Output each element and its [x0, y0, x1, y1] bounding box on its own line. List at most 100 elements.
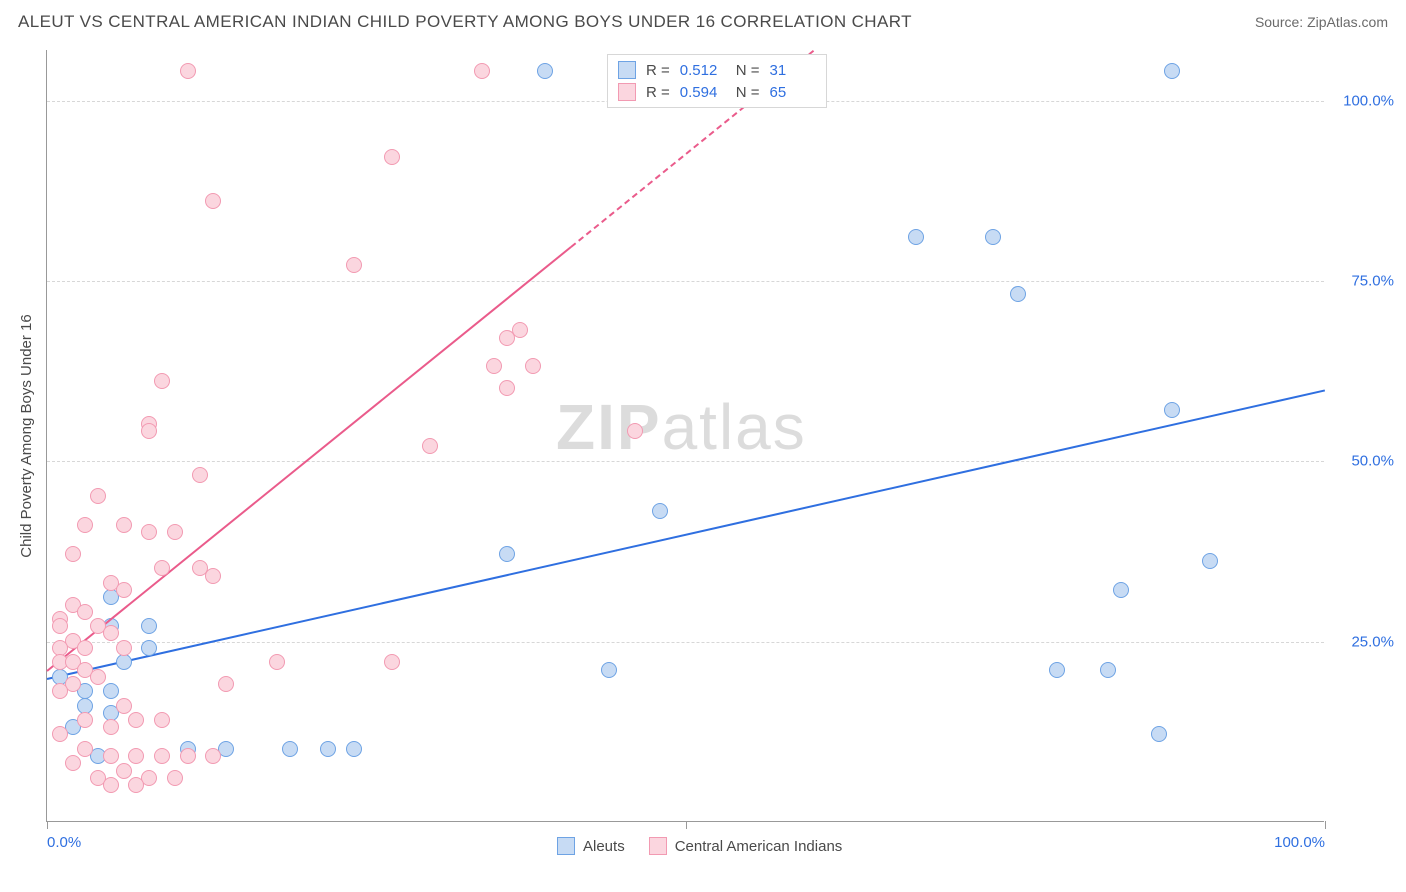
- legend-item: Aleuts: [557, 837, 625, 855]
- data-point: [1049, 662, 1065, 678]
- data-point: [77, 640, 93, 656]
- data-point: [52, 726, 68, 742]
- plot-area: ZIPatlas 25.0%50.0%75.0%100.0%0.0%100.0%…: [46, 50, 1324, 822]
- data-point: [499, 380, 515, 396]
- data-point: [384, 149, 400, 165]
- data-point: [103, 683, 119, 699]
- stat-r-value: 0.512: [680, 62, 726, 79]
- data-point: [154, 712, 170, 728]
- stat-n-value: 31: [770, 62, 816, 79]
- data-point: [205, 748, 221, 764]
- data-point: [652, 503, 668, 519]
- data-point: [180, 63, 196, 79]
- x-tick: [1325, 821, 1326, 829]
- trend-line: [46, 247, 571, 673]
- data-point: [116, 640, 132, 656]
- data-point: [154, 560, 170, 576]
- data-point: [141, 524, 157, 540]
- data-point: [908, 229, 924, 245]
- stats-box: R = 0.512 N = 31 R = 0.594 N = 65: [607, 54, 827, 108]
- stat-r-value: 0.594: [680, 84, 726, 101]
- data-point: [167, 770, 183, 786]
- data-point: [1151, 726, 1167, 742]
- data-point: [52, 618, 68, 634]
- data-point: [90, 669, 106, 685]
- data-point: [282, 741, 298, 757]
- data-point: [180, 748, 196, 764]
- legend-swatch: [649, 837, 667, 855]
- data-point: [103, 625, 119, 641]
- y-tick-label: 25.0%: [1334, 633, 1394, 650]
- stat-n-label: N =: [736, 84, 760, 101]
- data-point: [192, 467, 208, 483]
- data-point: [1164, 402, 1180, 418]
- data-point: [985, 229, 1001, 245]
- data-point: [77, 517, 93, 533]
- data-point: [474, 63, 490, 79]
- data-point: [116, 582, 132, 598]
- trend-line: [47, 389, 1325, 680]
- stat-r-label: R =: [646, 62, 670, 79]
- data-point: [269, 654, 285, 670]
- gridline: [47, 281, 1324, 282]
- data-point: [141, 423, 157, 439]
- x-tick-label-min: 0.0%: [47, 834, 81, 851]
- data-point: [384, 654, 400, 670]
- y-tick-label: 100.0%: [1334, 92, 1394, 109]
- data-point: [141, 618, 157, 634]
- stats-row: R = 0.512 N = 31: [618, 59, 816, 81]
- data-point: [512, 322, 528, 338]
- stat-n-label: N =: [736, 62, 760, 79]
- x-tick-label-max: 100.0%: [1274, 834, 1325, 851]
- stat-n-value: 65: [770, 84, 816, 101]
- data-point: [154, 373, 170, 389]
- data-point: [52, 683, 68, 699]
- data-point: [65, 755, 81, 771]
- y-axis-title: Child Poverty Among Boys Under 16: [18, 314, 35, 557]
- data-point: [77, 741, 93, 757]
- data-point: [346, 741, 362, 757]
- gridline: [47, 642, 1324, 643]
- data-point: [346, 257, 362, 273]
- watermark: ZIPatlas: [556, 390, 807, 464]
- data-point: [116, 654, 132, 670]
- data-point: [128, 712, 144, 728]
- data-point: [116, 698, 132, 714]
- data-point: [601, 662, 617, 678]
- watermark-left: ZIP: [556, 391, 662, 463]
- legend-item: Central American Indians: [649, 837, 843, 855]
- data-point: [422, 438, 438, 454]
- title-bar: ALEUT VS CENTRAL AMERICAN INDIAN CHILD P…: [0, 0, 1406, 44]
- y-tick-label: 75.0%: [1334, 272, 1394, 289]
- data-point: [1202, 553, 1218, 569]
- stat-r-label: R =: [646, 84, 670, 101]
- data-point: [1113, 582, 1129, 598]
- legend-swatch: [618, 83, 636, 101]
- legend-swatch: [618, 61, 636, 79]
- data-point: [103, 748, 119, 764]
- legend-label: Central American Indians: [675, 838, 843, 855]
- data-point: [167, 524, 183, 540]
- gridline: [47, 461, 1324, 462]
- data-point: [103, 777, 119, 793]
- data-point: [65, 546, 81, 562]
- data-point: [1164, 63, 1180, 79]
- data-point: [128, 748, 144, 764]
- data-point: [1010, 286, 1026, 302]
- data-point: [77, 604, 93, 620]
- data-point: [525, 358, 541, 374]
- data-point: [128, 777, 144, 793]
- data-point: [218, 676, 234, 692]
- data-point: [116, 763, 132, 779]
- data-point: [90, 488, 106, 504]
- data-point: [154, 748, 170, 764]
- data-point: [499, 546, 515, 562]
- data-point: [627, 423, 643, 439]
- x-tick: [47, 821, 48, 829]
- data-point: [103, 719, 119, 735]
- data-point: [77, 712, 93, 728]
- data-point: [205, 568, 221, 584]
- data-point: [116, 517, 132, 533]
- correlation-chart: ALEUT VS CENTRAL AMERICAN INDIAN CHILD P…: [0, 0, 1406, 892]
- stats-row: R = 0.594 N = 65: [618, 81, 816, 103]
